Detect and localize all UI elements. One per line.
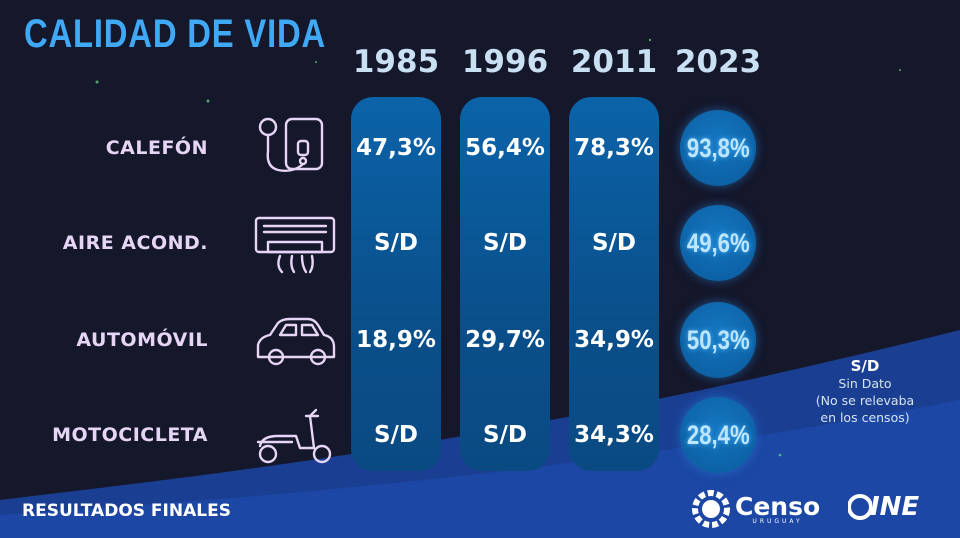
legend-line: Sin Dato bbox=[838, 376, 892, 391]
cell-value: 93,8% bbox=[686, 132, 750, 163]
car-icon bbox=[256, 317, 336, 366]
cell-2023: 28,4% bbox=[680, 397, 756, 473]
ine-logo-text: INE bbox=[870, 492, 920, 522]
footer-label: RESULTADOS FINALES bbox=[22, 501, 231, 521]
cell-1985: 47,3% bbox=[356, 135, 436, 161]
cell-2011: 34,3% bbox=[574, 422, 654, 448]
column-header-1985: 1985 bbox=[352, 44, 440, 80]
cell-2023: 50,3% bbox=[680, 302, 756, 378]
ine-logo: INE bbox=[848, 492, 919, 522]
cell-2011: 78,3% bbox=[574, 135, 654, 161]
cell-2023: 49,6% bbox=[680, 205, 756, 281]
column-bar-2011 bbox=[569, 97, 659, 471]
row-label: MOTOCICLETA bbox=[52, 424, 208, 446]
row-label: CALEFÓN bbox=[105, 137, 208, 159]
cell-1985: 18,9% bbox=[356, 327, 436, 353]
globe-icon bbox=[848, 494, 872, 520]
column-header-1996: 1996 bbox=[461, 44, 549, 80]
censo-logo-sub: URUGUAY bbox=[752, 517, 803, 525]
cell-1985: S/D bbox=[373, 230, 419, 256]
cell-2011: 34,9% bbox=[574, 327, 654, 353]
cell-2023: 93,8% bbox=[680, 110, 756, 186]
cell-2011: S/D bbox=[591, 230, 637, 256]
legend-line: en los censos) bbox=[820, 410, 910, 425]
censo-logo: Censo URUGUAY bbox=[690, 488, 820, 530]
cell-1996: S/D bbox=[482, 422, 528, 448]
cell-value: 50,3% bbox=[686, 324, 750, 355]
water-heater-icon bbox=[258, 117, 324, 173]
page-title: CALIDAD DE VIDA bbox=[24, 12, 327, 56]
gear-icon bbox=[692, 490, 730, 528]
cell-value: 49,6% bbox=[686, 227, 750, 258]
column-header-2023: 2023 bbox=[674, 44, 762, 80]
legend-note: S/D Sin Dato (No se relevaba en los cens… bbox=[795, 358, 935, 426]
cell-1996: 56,4% bbox=[465, 135, 545, 161]
air-conditioner-icon bbox=[254, 216, 336, 274]
legend-line: (No se relevaba bbox=[815, 393, 915, 408]
cell-1996: S/D bbox=[482, 230, 528, 256]
cell-1996: 29,7% bbox=[465, 327, 545, 353]
cell-value: 28,4% bbox=[686, 419, 750, 450]
cell-1985: S/D bbox=[373, 422, 419, 448]
scooter-icon bbox=[256, 408, 332, 464]
column-header-2011: 2011 bbox=[570, 44, 658, 80]
column-bar-1985 bbox=[351, 97, 441, 471]
row-label: AIRE ACOND. bbox=[62, 232, 208, 254]
row-label: AUTOMÓVIL bbox=[76, 329, 208, 351]
legend-abbr: S/D bbox=[850, 357, 880, 375]
column-bar-1996 bbox=[460, 97, 550, 471]
censo-logo-text: Censo bbox=[735, 491, 821, 521]
